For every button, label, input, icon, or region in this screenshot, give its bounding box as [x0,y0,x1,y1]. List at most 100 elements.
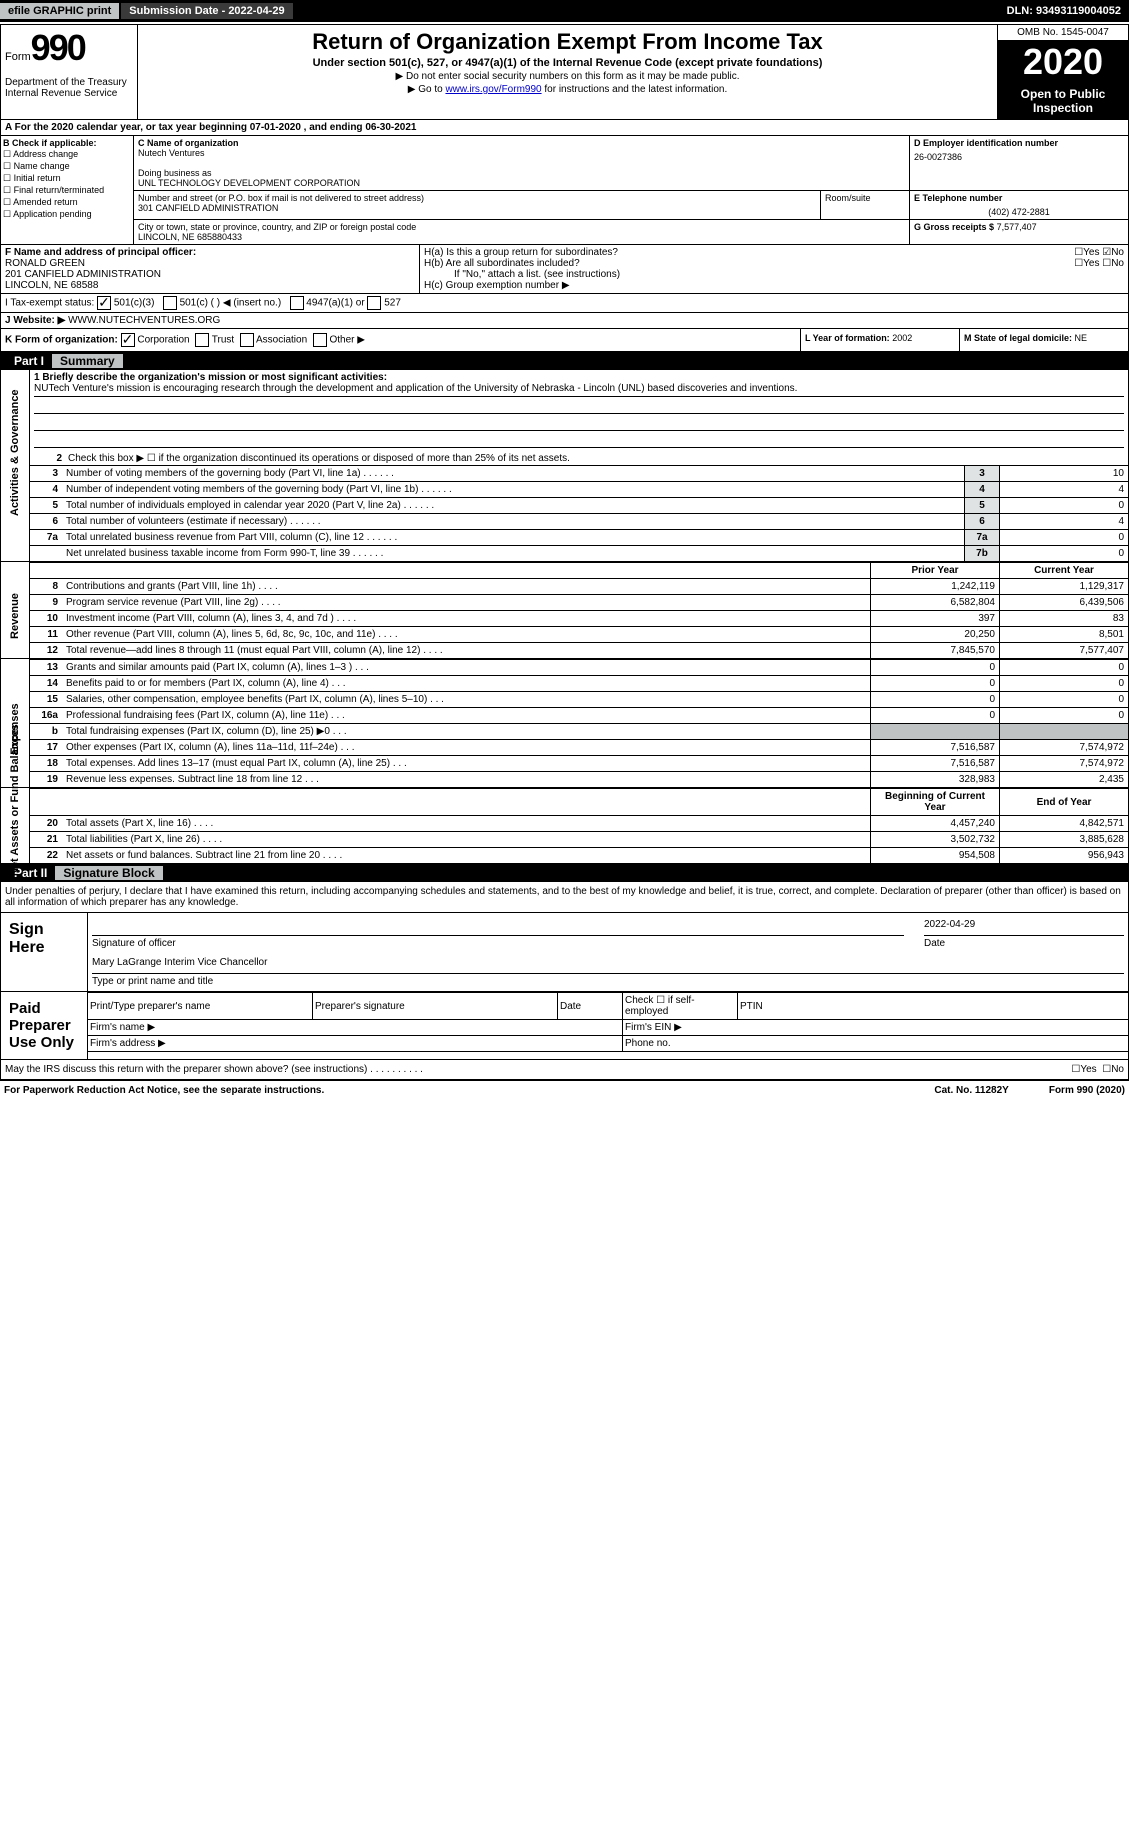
label-4947: 4947(a)(1) or [306,298,364,309]
prep-date-label: Date [558,993,623,1020]
row-j-label: J Website: ▶ [5,315,65,326]
year-formation: 2002 [892,333,912,343]
check-trust[interactable] [195,333,209,347]
check-corp[interactable] [121,333,135,347]
check-amended[interactable]: ☐ Amended return [3,197,131,208]
gross-receipts: 7,577,407 [997,222,1037,232]
cat-no: Cat. No. 11282Y [934,1085,1008,1096]
form-number: 990 [31,27,85,69]
sig-declaration: Under penalties of perjury, I declare th… [1,882,1128,912]
label-527: 527 [384,298,401,309]
prep-name-label: Print/Type preparer's name [88,993,313,1020]
hb-no[interactable]: ☐No [1102,258,1124,269]
box-e-label: E Telephone number [914,193,1124,203]
note-goto-pre: ▶ Go to [408,84,446,95]
form-header: Form 990 Department of the Treasury Inte… [0,24,1129,120]
row-a-period: A For the 2020 calendar year, or tax yea… [0,120,1129,136]
sig-name-value: Mary LaGrange Interim Vice Chancellor [92,957,1124,974]
mission-text: NUTech Venture's mission is encouraging … [34,383,1124,397]
subtitle: Under section 501(c), 527, or 4947(a)(1)… [142,57,993,69]
part1-num: Part I [6,354,52,368]
l1-label: 1 Briefly describe the organization's mi… [34,372,1124,383]
ptin-label: PTIN [738,993,1129,1020]
dept-label: Department of the Treasury Internal Reve… [5,77,133,99]
label-other: Other ▶ [329,335,364,346]
label-corp: Corporation [137,335,189,346]
ha-no[interactable]: ☑No [1102,247,1124,258]
officer-addr2: LINCOLN, NE 68588 [5,280,415,291]
phone-label: Phone no. [623,1036,1129,1052]
pra-notice: For Paperwork Reduction Act Notice, see … [4,1085,324,1096]
ha-yes[interactable]: ☐Yes [1074,247,1099,258]
irs-no[interactable]: ☐No [1102,1064,1124,1075]
firm-name-label: Firm's name ▶ [88,1020,623,1036]
dln-label: DLN: 93493119004052 [1007,5,1129,17]
irs-link[interactable]: www.irs.gov/Form990 [445,84,541,95]
l2-text: Check this box ▶ ☐ if the organization d… [68,453,1124,464]
check-name[interactable]: ☐ Name change [3,161,131,172]
check-final[interactable]: ☐ Final return/terminated [3,185,131,196]
check-4947[interactable] [290,296,304,310]
sign-here-label: Sign Here [1,913,88,991]
sig-officer-label: Signature of officer [92,938,904,949]
firm-addr-label: Firm's address ▶ [88,1036,623,1052]
label-501c3: 501(c)(3) [114,298,155,309]
hb-label: H(b) Are all subordinates included? [424,258,580,269]
note-goto-post: for instructions and the latest informat… [542,84,728,95]
phone-value: (402) 472-2881 [914,207,1124,217]
officer-name: RONALD GREEN [5,258,415,269]
check-address[interactable]: ☐ Address change [3,149,131,160]
hb-yes[interactable]: ☐Yes [1074,258,1099,269]
box-d-label: D Employer identification number [914,138,1124,148]
box-f-label: F Name and address of principal officer: [5,247,415,258]
label-trust: Trust [212,335,234,346]
check-other[interactable] [313,333,327,347]
check-pending[interactable]: ☐ Application pending [3,209,131,220]
hb-note: If "No," attach a list. (see instruction… [424,269,1124,280]
sig-name-label: Type or print name and title [92,976,1124,987]
note-ssn: ▶ Do not enter social security numbers o… [142,71,993,82]
check-501c3[interactable] [97,296,111,310]
inspection-label: Open to Public Inspection [998,83,1128,119]
prep-check-label[interactable]: Check ☐ if self-employed [623,993,738,1020]
website-value[interactable]: WWW.NUTECHVENTURES.ORG [68,315,220,326]
form-footer: Form 990 (2020) [1049,1085,1125,1096]
irs-discuss: May the IRS discuss this return with the… [5,1064,367,1075]
part2-header: Part II Signature Block [0,864,1129,882]
tax-year: 2020 [998,41,1128,83]
city-value: LINCOLN, NE 685880433 [138,232,905,242]
irs-yes[interactable]: ☐Yes [1071,1064,1096,1075]
efile-button[interactable]: efile GRAPHIC print [0,3,119,19]
paid-preparer-label: Paid Preparer Use Only [1,992,88,1059]
tab-netassets: Net Assets or Fund Balances [1,788,30,863]
row-m-label: M State of legal domicile: [964,333,1072,343]
box-b-label: B Check if applicable: [3,138,97,148]
tab-governance: Activities & Governance [1,370,30,561]
label-501c: 501(c) ( ) ◀ (insert no.) [180,298,282,309]
check-501c[interactable] [163,296,177,310]
form-label: Form [5,51,31,63]
part1-header: Part I Summary [0,352,1129,370]
check-527[interactable] [367,296,381,310]
ha-label: H(a) Is this a group return for subordin… [424,247,618,258]
prep-sig-label: Preparer's signature [313,993,558,1020]
omb-number: OMB No. 1545-0047 [998,25,1128,41]
check-assoc[interactable] [240,333,254,347]
officer-addr1: 201 CANFIELD ADMINISTRATION [5,269,415,280]
sig-date-label: Date [924,938,1124,949]
check-initial[interactable]: ☐ Initial return [3,173,131,184]
room-label: Room/suite [821,191,910,219]
domicile: NE [1075,333,1088,343]
street-value: 301 CANFIELD ADMINISTRATION [138,203,816,213]
dba-value: UNL TECHNOLOGY DEVELOPMENT CORPORATION [138,178,905,188]
sig-date-value: 2022-04-29 [924,919,1124,936]
dba-label: Doing business as [138,168,905,178]
submission-date: Submission Date - 2022-04-29 [121,3,292,19]
ein-value: 26-0027386 [914,152,1124,162]
firm-ein-label: Firm's EIN ▶ [623,1020,1129,1036]
box-b: B Check if applicable: ☐ Address change … [1,136,134,244]
topbar: efile GRAPHIC print Submission Date - 20… [0,0,1129,22]
label-assoc: Association [256,335,307,346]
row-k-label: K Form of organization: [5,335,118,346]
row-l-label: L Year of formation: [805,333,890,343]
